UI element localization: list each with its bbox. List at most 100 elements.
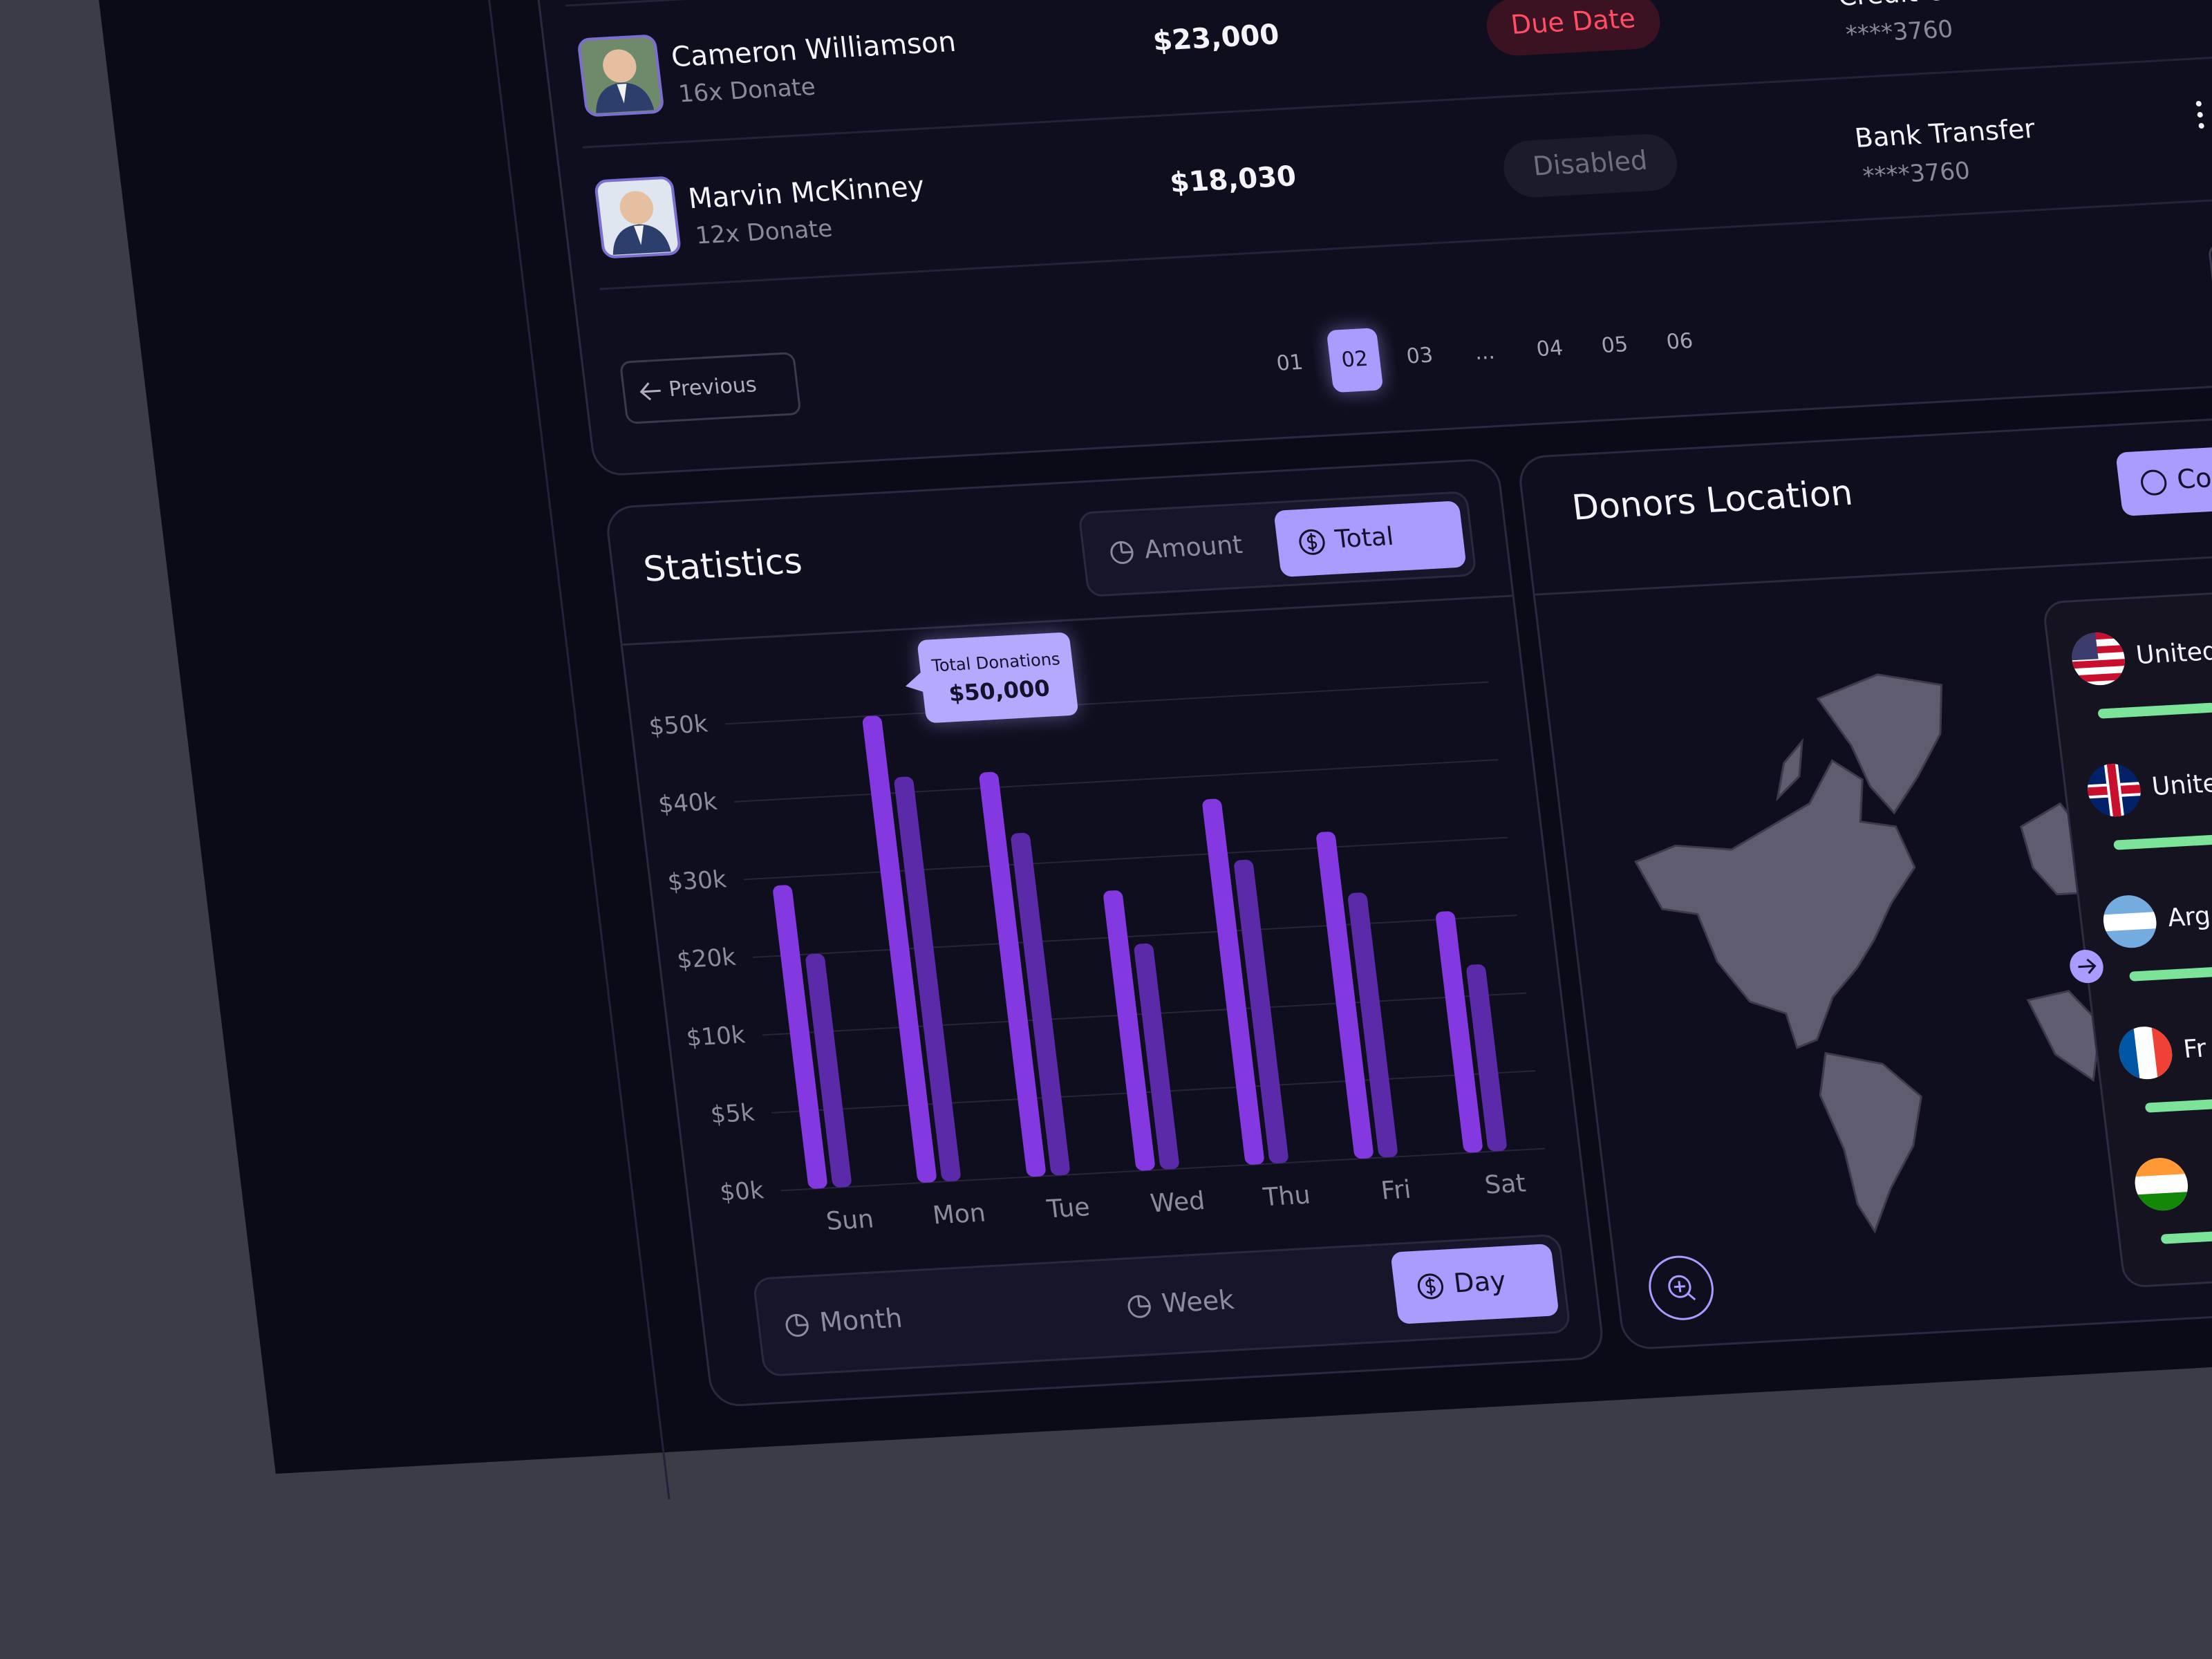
status-pill bbox=[1503, 133, 1678, 198]
toggle-total[interactable]: Total bbox=[1273, 500, 1467, 577]
tooltip-box bbox=[917, 632, 1078, 723]
grid-line bbox=[734, 759, 1499, 803]
progress-fill bbox=[2113, 834, 2212, 850]
toggle-label: Amount bbox=[1143, 529, 1244, 565]
page-button[interactable]: 06 bbox=[1665, 329, 1694, 355]
menu-dot bbox=[2195, 100, 2202, 107]
flag-stripe bbox=[2106, 763, 2121, 817]
column-divider bbox=[460, 0, 671, 1500]
x-tick-label: Wed bbox=[1149, 1185, 1207, 1218]
progress-fill bbox=[2098, 702, 2212, 719]
icon-ring bbox=[1299, 529, 1325, 555]
bar bbox=[1103, 890, 1155, 1171]
zoom-button[interactable] bbox=[1647, 1255, 1716, 1321]
toggle-amount[interactable]: Amount bbox=[1109, 529, 1244, 566]
flag bbox=[2100, 894, 2159, 950]
previous-frame[interactable] bbox=[620, 352, 800, 424]
bar bbox=[1202, 798, 1264, 1165]
progress-fill bbox=[2145, 1096, 2212, 1113]
account-number: ****3760 bbox=[1862, 157, 1971, 190]
period-label: Day bbox=[1452, 1266, 1508, 1299]
avatar-head bbox=[603, 49, 637, 83]
bar bbox=[1234, 859, 1288, 1163]
y-tick-label: $10k bbox=[685, 1021, 747, 1051]
x-tick-label: Sun bbox=[825, 1203, 876, 1236]
icon-s bbox=[1425, 1277, 1436, 1296]
country-name: Fr bbox=[2182, 1033, 2208, 1064]
bar bbox=[805, 953, 852, 1188]
y-tick-label: $50k bbox=[648, 710, 710, 740]
donation-amount: $23,000 bbox=[1151, 19, 1281, 57]
landmass bbox=[1634, 759, 1916, 1049]
page-active bbox=[1327, 328, 1382, 393]
grid-line bbox=[743, 836, 1508, 881]
page-button[interactable]: 01 bbox=[1275, 350, 1304, 376]
page-number: 05 bbox=[1600, 332, 1629, 358]
button-bg bbox=[2117, 437, 2212, 516]
arrow-right bbox=[2078, 958, 2097, 974]
x-tick-label: Mon bbox=[931, 1198, 987, 1230]
icon-wedge bbox=[794, 1315, 808, 1327]
x-tick-label: Thu bbox=[1261, 1180, 1312, 1212]
tooltip-value: $50,000 bbox=[948, 675, 1051, 706]
x-tick-label: Fri bbox=[1379, 1174, 1412, 1206]
avatar bbox=[578, 35, 664, 117]
zoom-plus bbox=[1674, 1281, 1696, 1301]
y-tick-label: $5k bbox=[709, 1099, 756, 1129]
bar bbox=[1348, 892, 1398, 1158]
page-number: 01 bbox=[1275, 350, 1304, 376]
period-week[interactable]: Week bbox=[1127, 1284, 1236, 1320]
country-name: United bbox=[2135, 636, 2212, 670]
previous-button[interactable]: Previous bbox=[620, 352, 800, 424]
previous-label: Previous bbox=[668, 373, 758, 402]
card-title: Statistics bbox=[641, 540, 805, 589]
card bbox=[607, 459, 1603, 1407]
landmass bbox=[1819, 1051, 1923, 1234]
bar bbox=[1316, 832, 1374, 1159]
card-divider bbox=[621, 594, 1514, 646]
page-button[interactable]: ... bbox=[1474, 340, 1497, 365]
row-divider bbox=[582, 38, 2212, 149]
country-name: Arg bbox=[2166, 901, 2212, 932]
avatar-shirt bbox=[617, 84, 627, 104]
flag-stripe bbox=[2102, 912, 2157, 932]
toggle-active bbox=[1275, 501, 1465, 577]
account-number: ****3760 bbox=[1844, 15, 1954, 48]
bar bbox=[1011, 832, 1070, 1176]
page-number: ... bbox=[1474, 340, 1497, 365]
avatar bbox=[594, 176, 681, 259]
page-button[interactable]: 05 bbox=[1600, 332, 1629, 358]
landmass bbox=[1776, 738, 1803, 802]
status-pill bbox=[1486, 0, 1660, 56]
page-button[interactable]: 04 bbox=[1535, 336, 1564, 362]
zoom-lens bbox=[1668, 1275, 1691, 1298]
avatar-head bbox=[619, 191, 654, 225]
bar bbox=[979, 771, 1046, 1177]
statistics-card: Statistics Amount Total$0k$5k$10k$20k$30k$… bbox=[607, 459, 1603, 1407]
grid-line bbox=[780, 1147, 1545, 1192]
page-button[interactable]: 03 bbox=[1405, 343, 1434, 368]
period-day[interactable]: Day bbox=[1390, 1244, 1559, 1324]
period-label: Month bbox=[818, 1303, 903, 1338]
globe-icon bbox=[2141, 469, 2167, 496]
bar bbox=[1134, 943, 1179, 1170]
row-divider bbox=[599, 180, 2212, 290]
flag-stripe bbox=[2074, 673, 2128, 683]
page-button[interactable]: 02 bbox=[1327, 328, 1384, 393]
chart: $0k $5k $10k $20k $30k $40k $50k Sun Mon Tue Wed Th… bbox=[648, 632, 1545, 1236]
zoom-ring[interactable] bbox=[1647, 1255, 1716, 1321]
x-tick-label: Sat bbox=[1483, 1168, 1527, 1200]
period-month[interactable]: Month bbox=[785, 1303, 904, 1340]
dollar-icon bbox=[1417, 1273, 1444, 1300]
country-button[interactable]: Co bbox=[2115, 437, 2212, 516]
tooltip: Total Donations$50,000 bbox=[906, 632, 1078, 723]
dollar-icon bbox=[1299, 529, 1325, 555]
grid-line bbox=[724, 681, 1489, 725]
table-card bbox=[521, 0, 2212, 476]
pie-icon bbox=[785, 1313, 809, 1337]
avatar-shirt bbox=[634, 225, 644, 245]
